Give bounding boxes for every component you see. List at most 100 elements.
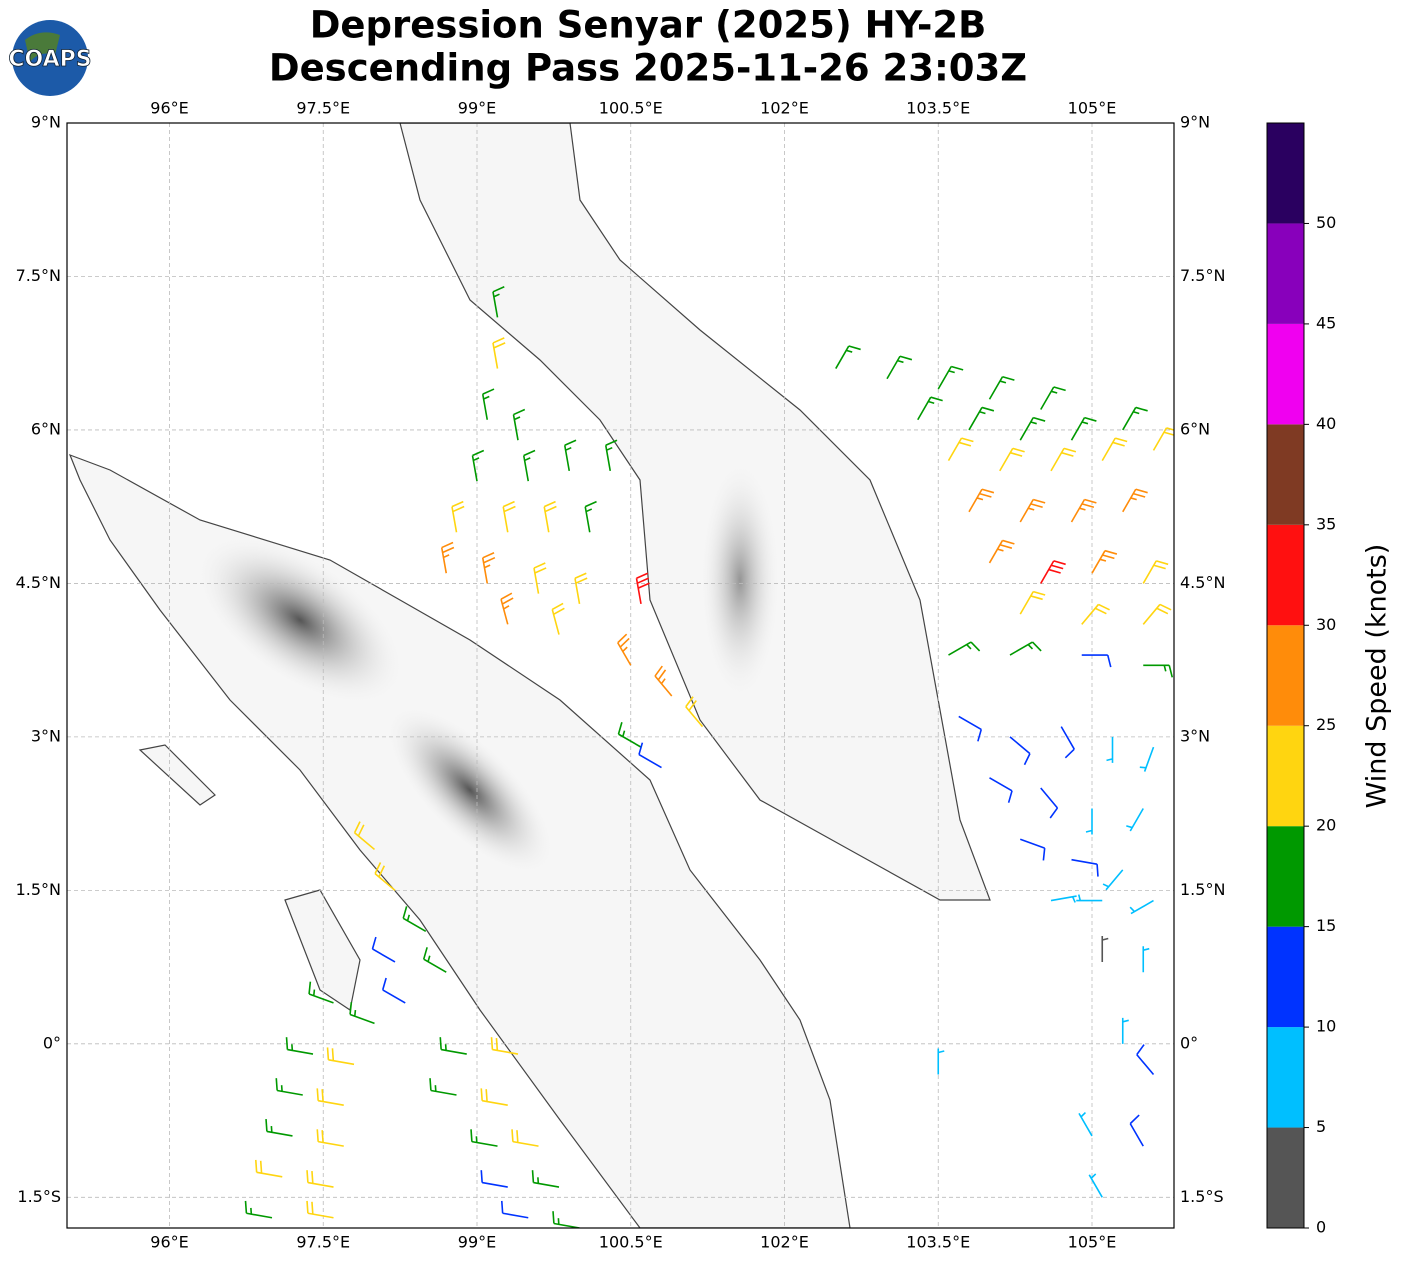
wind-barb <box>1122 406 1148 431</box>
wind-barb <box>1040 787 1059 819</box>
wind-barb <box>654 665 673 697</box>
wind-barb <box>1085 808 1093 835</box>
wind-barb <box>1101 437 1128 462</box>
lon-tick-label: 100.5°E <box>599 99 663 118</box>
wind-barb <box>254 1159 283 1178</box>
wind-barb <box>371 936 396 963</box>
lon-tick-label: 96°E <box>150 1233 188 1252</box>
wind-barb <box>917 396 943 421</box>
wind-barb <box>1071 858 1099 877</box>
lon-tick-label: 105°E <box>1068 99 1117 118</box>
colorbar-segment <box>1267 625 1304 726</box>
wind-barb <box>1088 1173 1103 1198</box>
wind-barb <box>1091 549 1118 574</box>
lon-tick-label: 103.5°E <box>906 1233 970 1252</box>
wind-barb <box>1102 869 1124 891</box>
wind-barb <box>1142 603 1172 625</box>
wind-barb <box>374 862 396 891</box>
wind-barb <box>522 449 536 482</box>
wind-barb <box>584 500 597 533</box>
terrain <box>385 705 555 875</box>
wind-barb <box>1129 1114 1144 1147</box>
lon-tick-label: 100.5°E <box>599 1233 663 1252</box>
land-islands <box>138 744 361 1011</box>
lat-tick-label: 7.5°N <box>1180 266 1225 285</box>
wind-barb <box>1142 946 1150 973</box>
lon-tick-label: 99°E <box>458 1233 496 1252</box>
colorbar-tick-label: 5 <box>1316 1117 1326 1136</box>
wind-barb <box>1101 935 1109 962</box>
colorbar-segment <box>1267 1127 1304 1228</box>
wind-barb <box>1050 895 1077 903</box>
wind-barb <box>574 572 588 605</box>
wind-barb <box>948 641 981 656</box>
wind-barb <box>1009 736 1031 766</box>
land-malay <box>399 123 991 901</box>
lat-tick-label: 1.5°S <box>17 1187 61 1206</box>
wind-barb <box>958 715 983 742</box>
wind-barb <box>471 449 485 482</box>
wind-barb <box>244 1200 273 1219</box>
wind-barb <box>316 1088 344 1107</box>
lat-tick-label: 3°N <box>31 726 61 745</box>
wind-barb <box>886 355 913 380</box>
terrain <box>195 535 405 705</box>
wind-barb <box>1070 498 1097 523</box>
wind-barb <box>1076 894 1103 902</box>
wind-barb <box>492 337 506 369</box>
lon-tick-label: 102°E <box>760 99 809 118</box>
wind-barb <box>306 1200 334 1219</box>
wind-barb <box>481 388 495 420</box>
wind-barb <box>1050 447 1077 472</box>
wind-barb <box>275 1078 303 1096</box>
lat-tick-label: 1.5°S <box>1180 1187 1224 1206</box>
lon-tick-label: 102°E <box>760 1233 809 1252</box>
lon-tick-label: 105°E <box>1068 1233 1117 1252</box>
colorbar-tick-label: 15 <box>1316 916 1336 935</box>
lat-tick-label: 7.5°N <box>16 266 61 285</box>
wind-barb <box>492 286 505 318</box>
lat-tick-label: 1.5°N <box>16 880 61 899</box>
wind-barb <box>1078 1111 1093 1137</box>
wind-barb <box>937 1048 945 1075</box>
wind-barb <box>480 1170 508 1188</box>
lon-tick-label: 96°E <box>150 99 188 118</box>
wind-barb <box>968 406 995 431</box>
wind-barb <box>1070 416 1097 441</box>
lat-tick-label: 4.5°N <box>16 573 61 592</box>
wind-barb <box>989 777 1013 803</box>
wind-barb <box>552 1211 580 1228</box>
wind-barb <box>1129 899 1154 915</box>
wind-barb <box>481 552 496 584</box>
wind-barb <box>1122 488 1148 513</box>
wind-barb <box>353 821 376 851</box>
colorbar-segment <box>1267 725 1304 827</box>
wind-barb <box>1121 1017 1129 1044</box>
colorbar-tick-label: 30 <box>1316 615 1336 634</box>
wind-barb <box>500 592 514 625</box>
wind-barb <box>988 539 1015 564</box>
lat-tick-label: 0° <box>1180 1033 1198 1052</box>
wind-barb <box>1009 641 1042 656</box>
wind-barb <box>968 488 995 513</box>
lat-tick-label: 4.5°N <box>1180 573 1225 592</box>
colorbar-segment <box>1267 424 1304 525</box>
wind-barb <box>511 1129 539 1147</box>
colorbar-tick-label: 0 <box>1316 1218 1326 1237</box>
wind-barb <box>617 722 642 748</box>
wind-barb <box>533 562 547 594</box>
wind-barb <box>306 1170 334 1188</box>
wind-barb <box>999 447 1025 472</box>
lon-tick-label: 103.5°E <box>906 99 970 118</box>
logo-text: COAPS <box>8 47 91 72</box>
colorbar-frame <box>1266 122 1305 1229</box>
wind-barb <box>1081 654 1112 668</box>
wind-barb <box>480 1088 508 1107</box>
colorbar-tick-label: 10 <box>1316 1017 1336 1036</box>
colorbar-segment <box>1267 926 1304 1028</box>
lon-tick-label: 97.5°E <box>296 99 350 118</box>
lat-tick-label: 6°N <box>31 419 61 438</box>
wind-barb <box>1040 386 1066 410</box>
terrain <box>700 460 780 700</box>
